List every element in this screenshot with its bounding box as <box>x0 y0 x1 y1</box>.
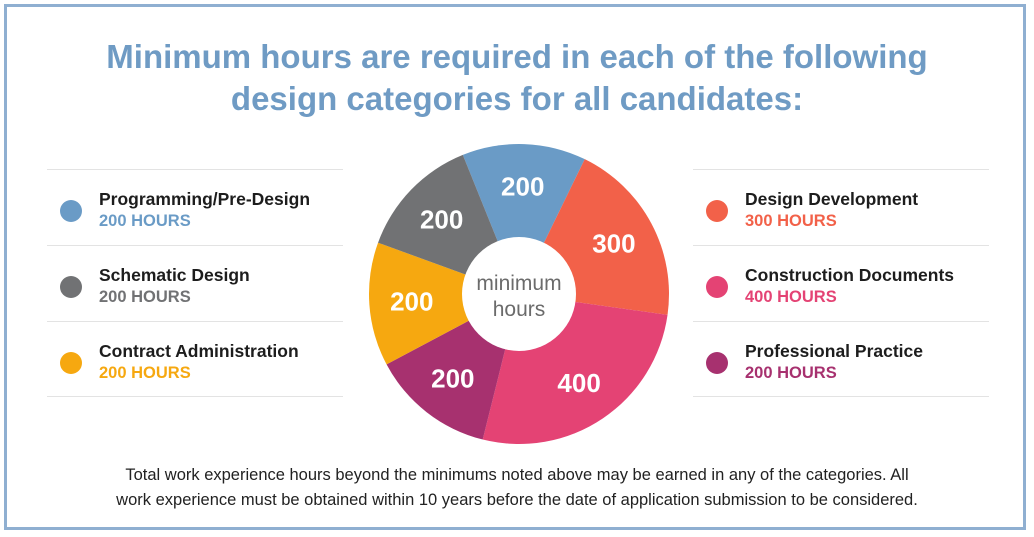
slice-value-label: 300 <box>592 229 635 259</box>
title-line-1: Minimum hours are required in each of th… <box>106 38 928 75</box>
pie-slice <box>462 144 585 294</box>
slice-value-label: 200 <box>501 172 544 202</box>
legend-item-name: Programming/Pre-Design <box>99 189 311 209</box>
legend-item-hours: 200 HOURS <box>99 212 191 230</box>
legend-item-construction-documents: Construction Documents 400 HOURS <box>693 245 989 321</box>
donut-chart: 200 300 400 200 200 200 minimum hours <box>369 144 669 445</box>
legend-item-schematic: Schematic Design 200 HOURS <box>47 245 343 321</box>
page-title: Minimum hours are required in each of th… <box>0 36 1034 120</box>
legend-dot <box>60 276 82 298</box>
slice-value-label: 400 <box>557 368 600 398</box>
legend-item-programming: Programming/Pre-Design 200 HOURS <box>47 169 343 245</box>
legend-item-name: Contract Administration <box>99 341 299 361</box>
legend-item-hours: 400 HOURS <box>745 288 837 306</box>
legend-item-professional-practice: Professional Practice 200 HOURS <box>693 321 989 397</box>
footer-note: Total work experience hours beyond the m… <box>0 463 1034 513</box>
legend-dot <box>60 352 82 374</box>
legend-dot <box>60 200 82 222</box>
legend-dot <box>706 276 728 298</box>
legend-item-name: Professional Practice <box>745 341 923 361</box>
legend-item-hours: 200 HOURS <box>745 364 837 382</box>
legend-right: Design Development 300 HOURS Constructio… <box>693 169 989 397</box>
legend-dot <box>706 352 728 374</box>
legend-item-name: Construction Documents <box>745 265 955 285</box>
legend-item-hours: 200 HOURS <box>99 288 191 306</box>
slice-value-label: 200 <box>390 286 433 316</box>
pie-slice <box>369 242 519 365</box>
legend-item-hours: 300 HOURS <box>745 212 837 230</box>
legend-left: Programming/Pre-Design 200 HOURS Schemat… <box>47 169 343 397</box>
center-label: hours <box>493 298 546 321</box>
legend-item-design-development: Design Development 300 HOURS <box>693 169 989 245</box>
donut-hole <box>462 237 576 351</box>
legend-item-hours: 200 HOURS <box>99 364 191 382</box>
slice-value-label: 200 <box>420 204 463 234</box>
legend-dot <box>706 200 728 222</box>
legend-item-name: Design Development <box>745 189 919 209</box>
footer-line-1: Total work experience hours beyond the m… <box>125 466 909 484</box>
footer-line-2: work experience must be obtained within … <box>116 491 918 509</box>
slice-value-label: 200 <box>431 364 474 394</box>
legend-item-name: Schematic Design <box>99 265 250 285</box>
title-line-2: design categories for all candidates: <box>230 80 804 117</box>
legend-item-contract: Contract Administration 200 HOURS <box>47 321 343 397</box>
center-label: minimum <box>476 272 561 295</box>
